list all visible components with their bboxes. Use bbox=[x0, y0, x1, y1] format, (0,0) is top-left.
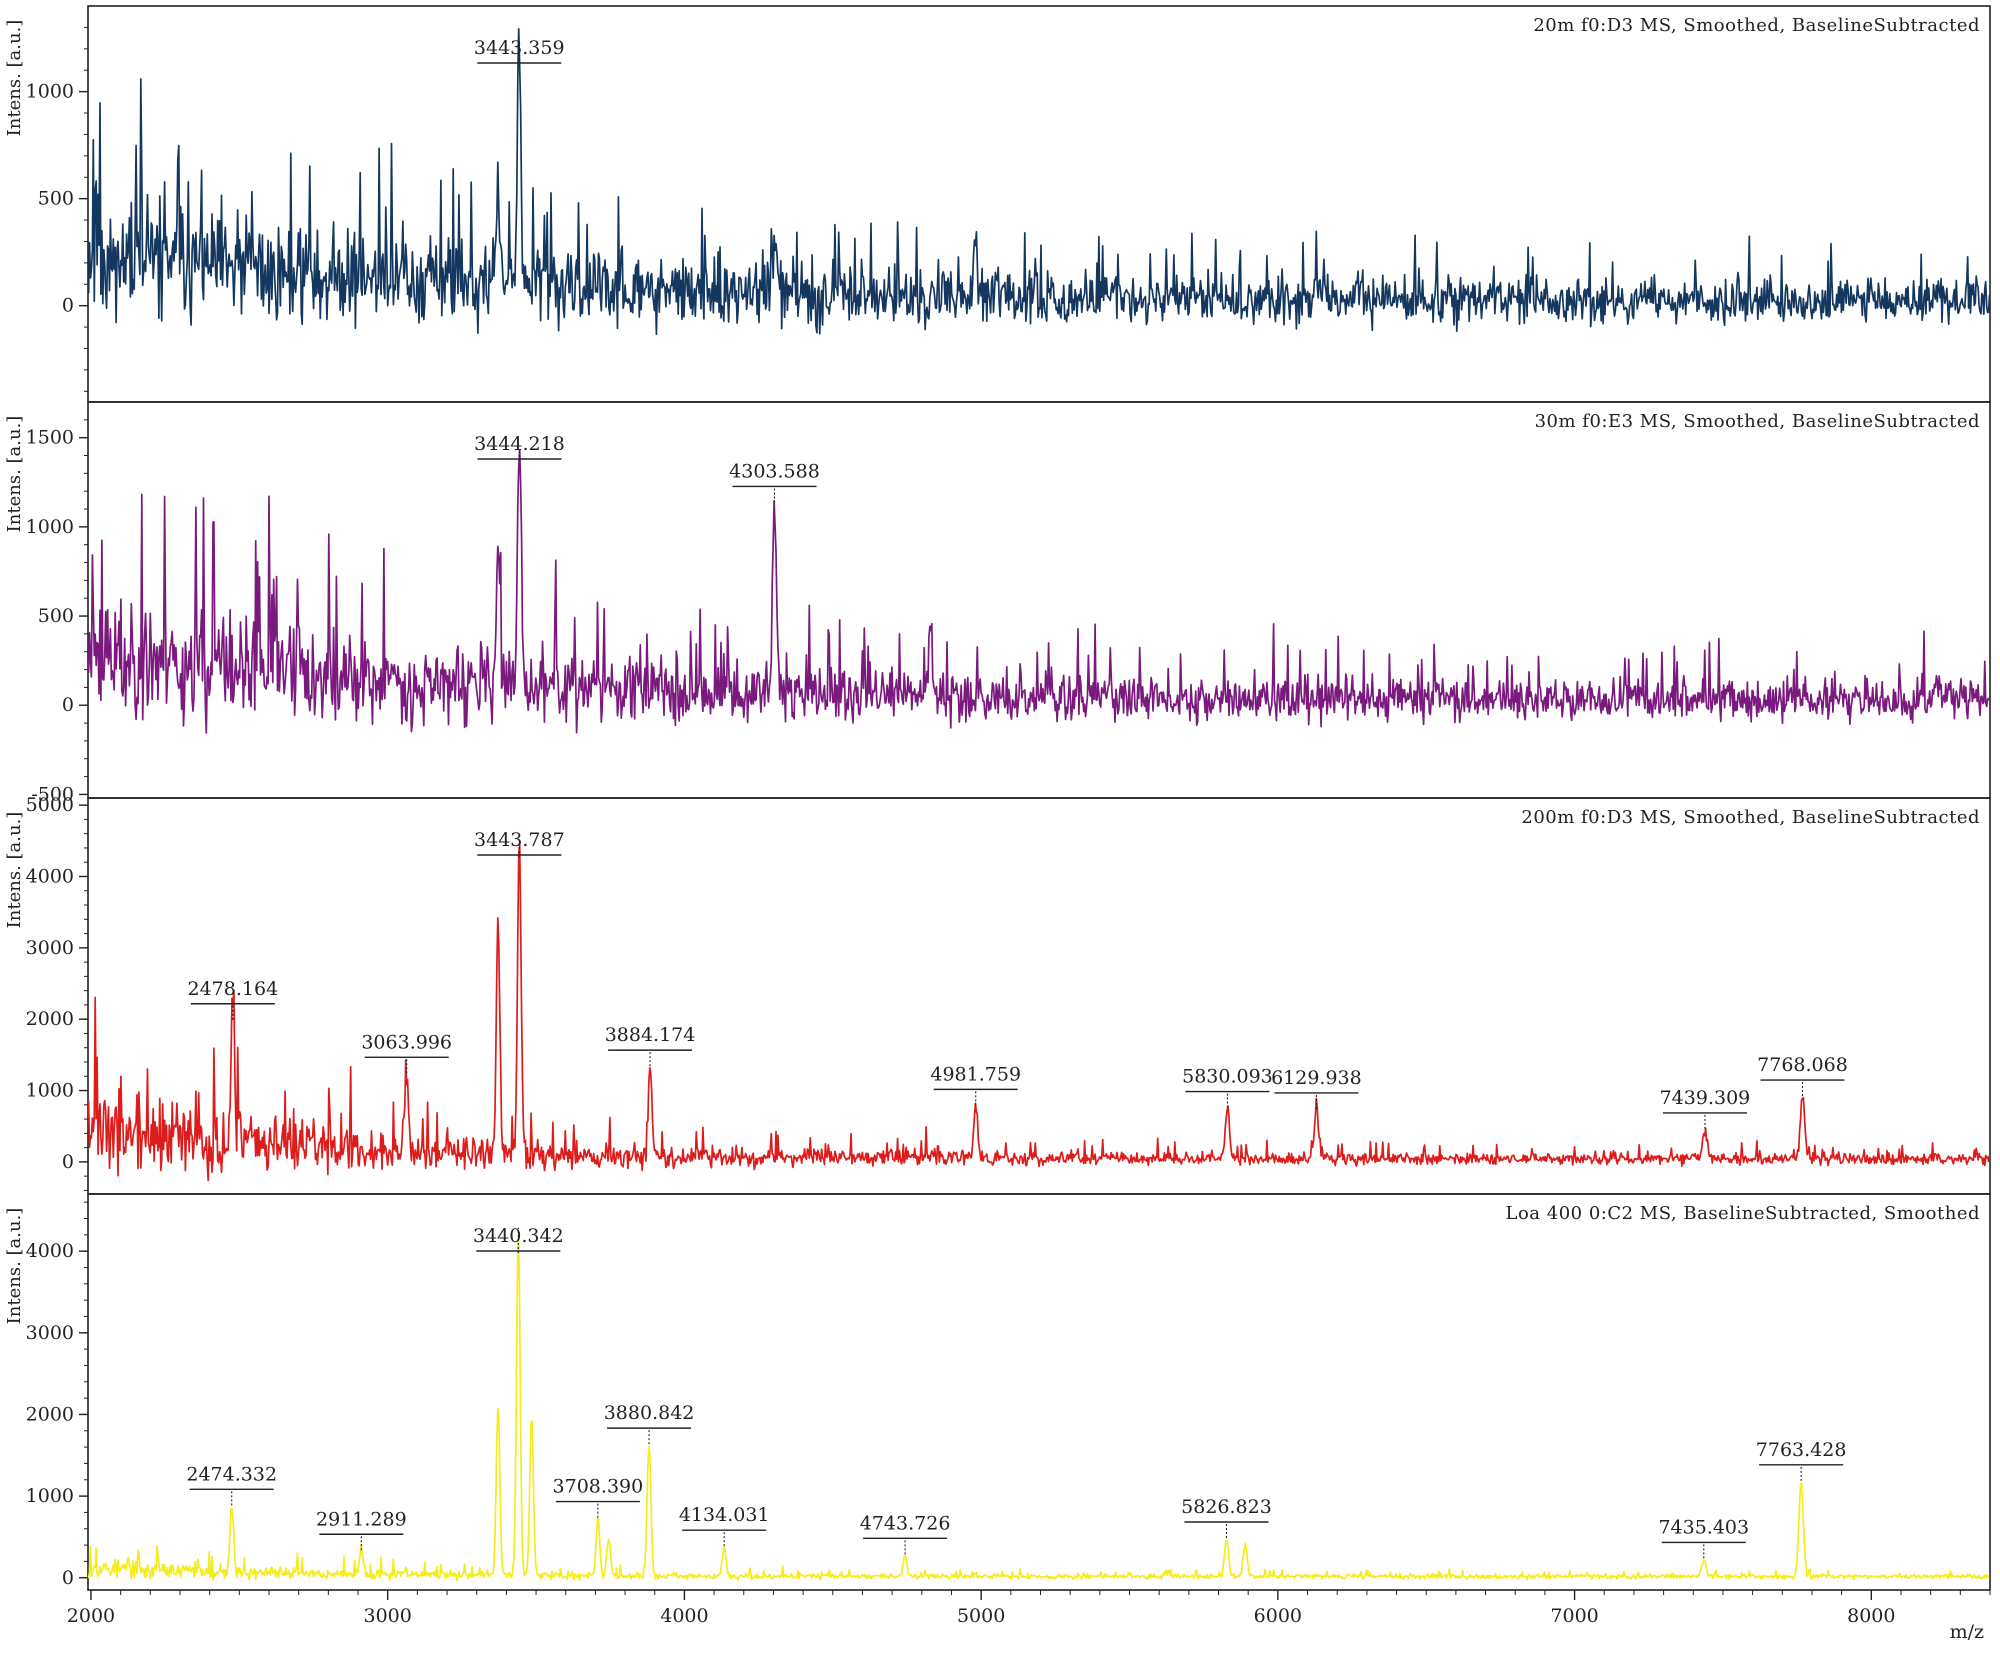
y-tick-label: -500 bbox=[31, 783, 74, 805]
y-tick-label: 0 bbox=[62, 295, 74, 317]
peak-label: 4981.759 bbox=[930, 1063, 1021, 1085]
panel-frame bbox=[87, 5, 1991, 403]
x-tick-label: 6000 bbox=[1254, 1605, 1302, 1627]
peak-label: 3884.174 bbox=[605, 1024, 696, 1046]
y-tick-label: 1000 bbox=[26, 1485, 74, 1507]
peak-label: 2478.164 bbox=[188, 978, 279, 1000]
peak-annotation: 5826.823 bbox=[1181, 1496, 1272, 1539]
spectrum-trace bbox=[87, 843, 1991, 1182]
peak-annotation: 2478.164 bbox=[188, 978, 279, 1020]
panel-title: 30m f0:E3 MS, Smoothed, BaselineSubtract… bbox=[1535, 411, 1980, 432]
spectrum-trace bbox=[87, 448, 1991, 734]
y-tick-label: 3000 bbox=[26, 937, 74, 959]
peak-label: 3443.787 bbox=[474, 829, 565, 851]
peak-annotation: 3063.996 bbox=[361, 1031, 452, 1074]
panel-title: Loa 400 0:C2 MS, BaselineSubtracted, Smo… bbox=[1506, 1203, 1980, 1224]
x-tick-label: 5000 bbox=[957, 1605, 1005, 1627]
spectrum-trace bbox=[87, 27, 1991, 336]
peak-annotation: 4743.726 bbox=[860, 1512, 951, 1555]
peak-label: 3443.359 bbox=[474, 37, 565, 59]
peak-label: 4303.588 bbox=[729, 460, 820, 482]
y-axis-label: Intens. [a.u.] bbox=[4, 812, 25, 929]
peak-annotation: 2911.289 bbox=[316, 1508, 407, 1551]
y-tick-label: 1500 bbox=[26, 427, 74, 449]
x-tick-label: 2000 bbox=[67, 1605, 115, 1627]
y-tick-label: 0 bbox=[62, 1567, 74, 1589]
y-tick-label: 1000 bbox=[26, 81, 74, 103]
peak-annotation: 3440.342 bbox=[473, 1225, 564, 1253]
peak-annotation: 6129.938 bbox=[1271, 1067, 1362, 1109]
peak-label: 3708.390 bbox=[553, 1476, 644, 1498]
peak-label: 3063.996 bbox=[361, 1031, 452, 1053]
peak-annotation: 2474.332 bbox=[186, 1463, 277, 1506]
peak-annotation: 7768.068 bbox=[1757, 1054, 1848, 1097]
peak-annotation: 7763.428 bbox=[1756, 1439, 1847, 1481]
peak-label: 4743.726 bbox=[860, 1512, 951, 1534]
y-tick-label: 3000 bbox=[26, 1322, 74, 1344]
peak-annotation: 5830.093 bbox=[1182, 1066, 1273, 1108]
peak-annotation: 4303.588 bbox=[729, 460, 820, 503]
y-tick-label: 4000 bbox=[26, 865, 74, 887]
peak-label: 7435.403 bbox=[1658, 1516, 1749, 1538]
peak-label: 3880.842 bbox=[604, 1402, 695, 1424]
y-axis-label: Intens. [a.u.] bbox=[4, 20, 25, 137]
y-tick-label: 500 bbox=[38, 605, 74, 627]
panel-title: 20m f0:D3 MS, Smoothed, BaselineSubtract… bbox=[1533, 15, 1980, 36]
peak-annotation: 7439.309 bbox=[1660, 1087, 1751, 1129]
peak-annotation: 3884.174 bbox=[605, 1024, 696, 1067]
peak-label: 5826.823 bbox=[1181, 1496, 1272, 1518]
panel-title: 200m f0:D3 MS, Smoothed, BaselineSubtrac… bbox=[1521, 807, 1980, 828]
peak-annotation: 7435.403 bbox=[1658, 1516, 1749, 1559]
peak-label: 7768.068 bbox=[1757, 1054, 1848, 1076]
y-tick-label: 5000 bbox=[26, 794, 74, 816]
y-tick-label: 2000 bbox=[26, 1403, 74, 1425]
peak-annotation: 3444.218 bbox=[474, 433, 565, 461]
panel-frame bbox=[87, 1193, 1991, 1591]
y-axis-label: Intens. [a.u.] bbox=[4, 1208, 25, 1325]
peak-label: 4134.031 bbox=[679, 1504, 770, 1526]
peak-label: 7763.428 bbox=[1756, 1439, 1847, 1461]
peak-annotation: 3708.390 bbox=[553, 1476, 644, 1518]
x-axis-label: m/z bbox=[1950, 1621, 1984, 1643]
y-axis-label: Intens. [a.u.] bbox=[4, 416, 25, 533]
peak-annotation: 3880.842 bbox=[604, 1402, 695, 1445]
y-tick-label: 0 bbox=[62, 1151, 74, 1173]
x-axis: 2000 3000 4000 5000 6000 7000 8000 m/z bbox=[67, 1590, 1991, 1643]
panel-frame bbox=[87, 401, 1991, 799]
x-tick-label: 3000 bbox=[364, 1605, 412, 1627]
peak-label: 3444.218 bbox=[474, 433, 565, 455]
y-tick-label: 1000 bbox=[26, 1080, 74, 1102]
x-tick-label: 7000 bbox=[1550, 1605, 1598, 1627]
y-tick-label: 1000 bbox=[26, 516, 74, 538]
peak-annotation: 4981.759 bbox=[930, 1063, 1021, 1106]
y-tick-label: 4000 bbox=[26, 1240, 74, 1262]
peak-label: 7439.309 bbox=[1660, 1087, 1751, 1109]
spectrum-trace bbox=[87, 1237, 1990, 1582]
peak-label: 2911.289 bbox=[316, 1508, 407, 1530]
peak-label: 5830.093 bbox=[1182, 1066, 1273, 1088]
x-tick-label: 8000 bbox=[1847, 1605, 1895, 1627]
peak-annotation: 3443.359 bbox=[474, 37, 565, 65]
peak-label: 6129.938 bbox=[1271, 1067, 1362, 1089]
x-tick-label: 4000 bbox=[660, 1605, 708, 1627]
y-tick-label: 500 bbox=[38, 188, 74, 210]
y-tick-label: 2000 bbox=[26, 1008, 74, 1030]
y-tick-label: 0 bbox=[62, 694, 74, 716]
peak-annotation: 4134.031 bbox=[679, 1504, 770, 1547]
peak-annotation: 3443.787 bbox=[474, 829, 565, 857]
peak-label: 2474.332 bbox=[186, 1463, 277, 1485]
